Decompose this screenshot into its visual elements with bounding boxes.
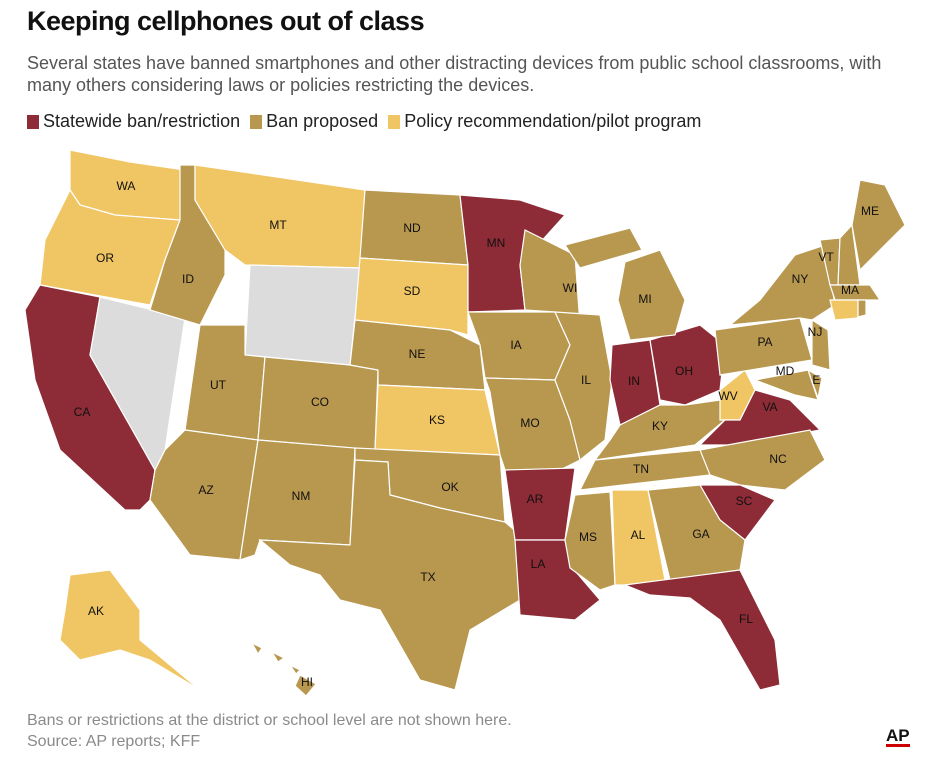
state-label: AR (527, 492, 544, 506)
state-label: OK (441, 480, 458, 494)
logo: AP (886, 726, 910, 747)
state (564, 491, 616, 591)
legend: Statewide ban/restriction Ban proposed Pol… (27, 111, 701, 132)
title: Keeping cellphones out of class (27, 6, 425, 36)
state-label: MN (487, 236, 506, 250)
state-label: WV (718, 389, 737, 403)
state-label: ME (861, 204, 879, 218)
state-label: ID (182, 272, 194, 286)
state-label: IA (510, 338, 521, 352)
state (288, 663, 302, 675)
state-label: MD (776, 364, 795, 378)
state-label: WI (563, 281, 578, 295)
state (59, 569, 201, 691)
state-label: MI (638, 292, 651, 306)
state (811, 318, 831, 371)
source: Source: AP reports; KFF (27, 733, 201, 750)
state-label: TN (633, 462, 649, 476)
subtitle: Several states have banned smartphones a… (27, 53, 882, 95)
state-label: OH (675, 364, 693, 378)
state-label: WA (117, 179, 136, 193)
state (829, 284, 882, 301)
legend-swatch (27, 114, 39, 129)
legend-item: Statewide ban/restriction (27, 111, 240, 132)
state (554, 311, 613, 462)
state (294, 674, 317, 697)
legend-label: Statewide ban/restriction (43, 111, 241, 131)
state-label: LA (531, 557, 546, 571)
state-label: MO (520, 416, 539, 430)
legend-swatch (388, 114, 401, 129)
state (617, 249, 686, 341)
footer: Bans or restrictions at the district or … (27, 710, 512, 752)
state-label: VT (818, 250, 834, 264)
state-label: HI (301, 675, 313, 689)
state-label: MA (841, 283, 859, 297)
state-label: ND (403, 221, 421, 235)
state-label: SC (736, 494, 753, 508)
state (829, 299, 859, 321)
state-label: TX (420, 570, 435, 584)
state (244, 264, 361, 366)
legend-swatch (250, 114, 263, 129)
state-label: FL (739, 612, 753, 626)
state-label: GA (692, 527, 709, 541)
state-label: NM (292, 489, 311, 503)
state-label: MT (269, 218, 287, 232)
state-label: NE (409, 347, 426, 361)
state (752, 369, 819, 401)
state-label: UT (210, 378, 227, 392)
state-label: AZ (198, 483, 213, 497)
state-label: CA (74, 405, 91, 419)
state-label: NJ (808, 325, 823, 339)
state-label: KY (652, 419, 668, 433)
state-label: VA (762, 400, 777, 414)
legend-item: Ban proposed (250, 111, 378, 132)
state (270, 650, 286, 663)
state-label: PA (757, 335, 772, 349)
state-label: IN (628, 374, 640, 388)
state (857, 299, 867, 318)
state-label: OR (96, 251, 114, 265)
state-label: NC (769, 452, 787, 466)
state-label: IL (581, 373, 591, 387)
state (258, 459, 521, 691)
footnote: Bans or restrictions at the district or … (27, 712, 512, 729)
state-label: KS (429, 413, 445, 427)
state-label: MS (579, 530, 597, 544)
state (564, 227, 643, 269)
legend-label: Policy recommendation/pilot program (404, 111, 702, 131)
state (699, 429, 826, 491)
state-label: CO (311, 395, 329, 409)
state-label: AK (88, 604, 104, 618)
legend-label: Ban proposed (266, 111, 379, 131)
state-label: AL (631, 528, 646, 542)
state-label: NY (792, 272, 809, 286)
state (622, 569, 781, 691)
state (851, 179, 906, 272)
state (354, 257, 469, 336)
legend-item: Policy recommendation/pilot program (388, 111, 701, 132)
state (250, 641, 263, 656)
state-label: SD (404, 284, 421, 298)
